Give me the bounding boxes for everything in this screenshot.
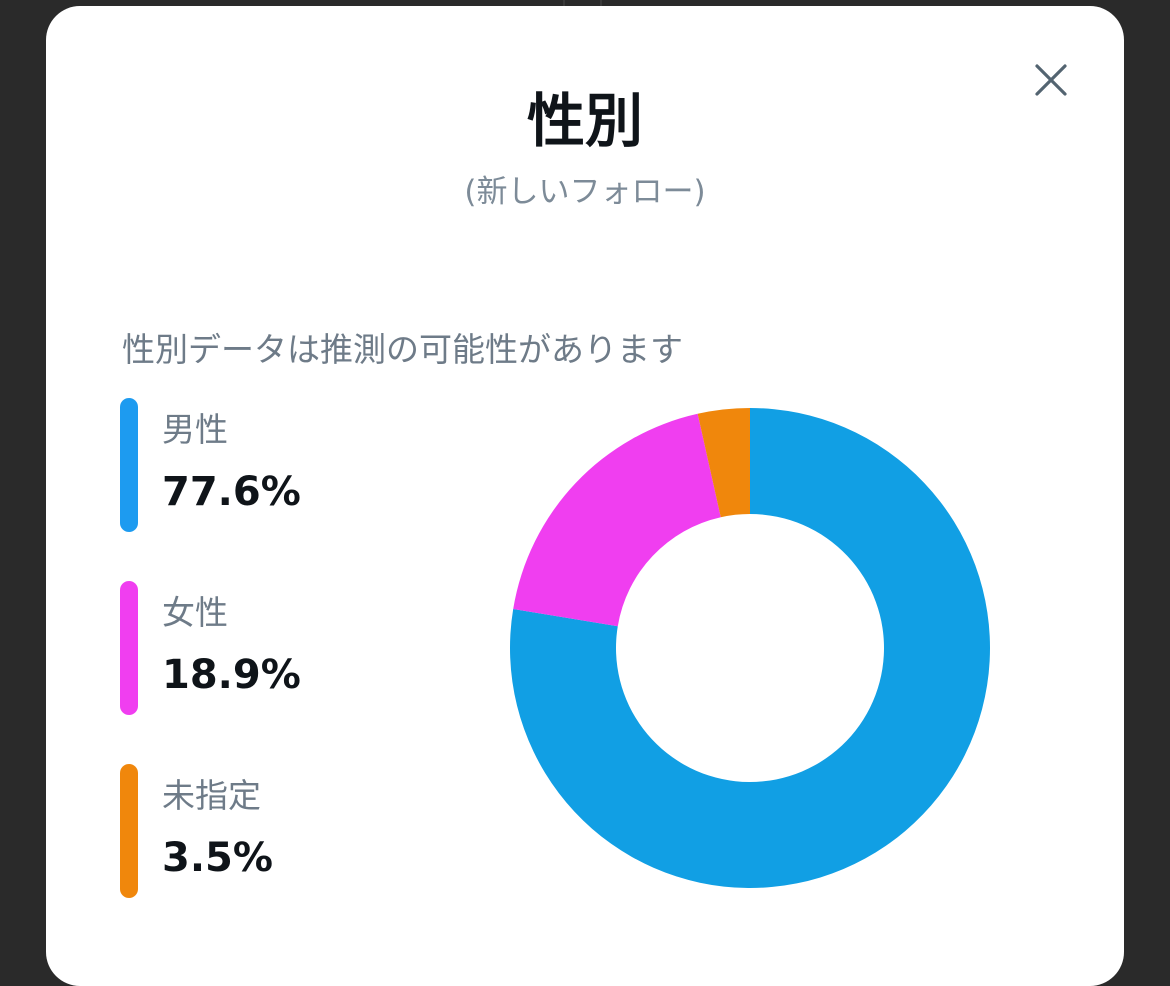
gender-donut-chart (510, 408, 990, 888)
legend-value: 77.6% (162, 469, 301, 515)
legend-color-bar (120, 581, 138, 715)
close-button[interactable] (1029, 58, 1073, 102)
legend-label: 未指定 (162, 776, 261, 815)
legend-color-bar (120, 764, 138, 898)
legend-item-male: 男性 77.6% (120, 398, 420, 532)
modal-title: 性別 (526, 87, 643, 155)
donut-slice-unspecified (697, 408, 750, 518)
legend-value: 3.5% (162, 835, 273, 881)
modal-subtitle: (新しいフォロー) (464, 174, 706, 210)
legend-color-bar (120, 398, 138, 532)
close-icon (1035, 64, 1067, 96)
legend-label: 女性 (162, 593, 228, 632)
gender-modal: 性別 (新しいフォロー) 性別データは推測の可能性があります 男性 77.6% … (46, 6, 1124, 986)
disclaimer-note: 性別データは推測の可能性があります (122, 330, 683, 369)
legend-value: 18.9% (162, 652, 301, 698)
legend-item-female: 女性 18.9% (120, 581, 420, 715)
donut-slice-female (513, 413, 721, 627)
donut-slice-male (510, 408, 990, 888)
legend-item-unspecified: 未指定 3.5% (120, 764, 420, 898)
legend-label: 男性 (162, 410, 228, 449)
